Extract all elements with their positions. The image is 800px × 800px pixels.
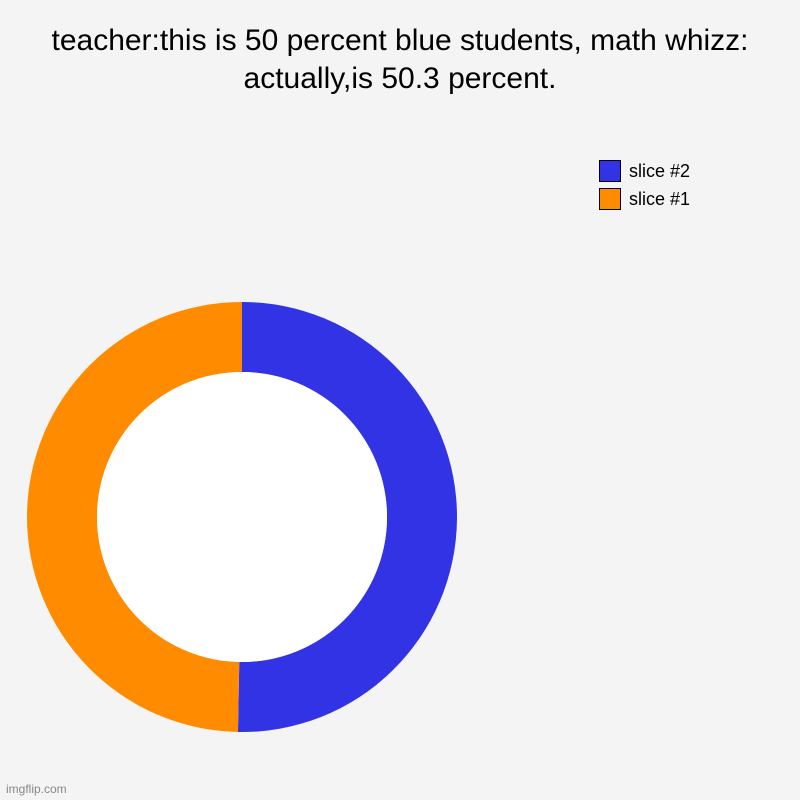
legend-item-slice-2: slice #2 [599, 160, 690, 182]
donut-hole [97, 372, 387, 662]
legend-label-slice-1: slice #1 [629, 189, 690, 210]
legend-label-slice-2: slice #2 [629, 161, 690, 182]
watermark: imgflip.com [6, 782, 67, 796]
legend-swatch-slice-1 [599, 188, 621, 210]
legend: slice #2 slice #1 [599, 160, 690, 210]
chart-title: teacher:this is 50 percent blue students… [0, 22, 800, 97]
legend-swatch-slice-2 [599, 160, 621, 182]
donut-svg [27, 302, 457, 732]
legend-item-slice-1: slice #1 [599, 188, 690, 210]
donut-chart [27, 302, 457, 732]
chart-canvas: teacher:this is 50 percent blue students… [0, 0, 800, 800]
